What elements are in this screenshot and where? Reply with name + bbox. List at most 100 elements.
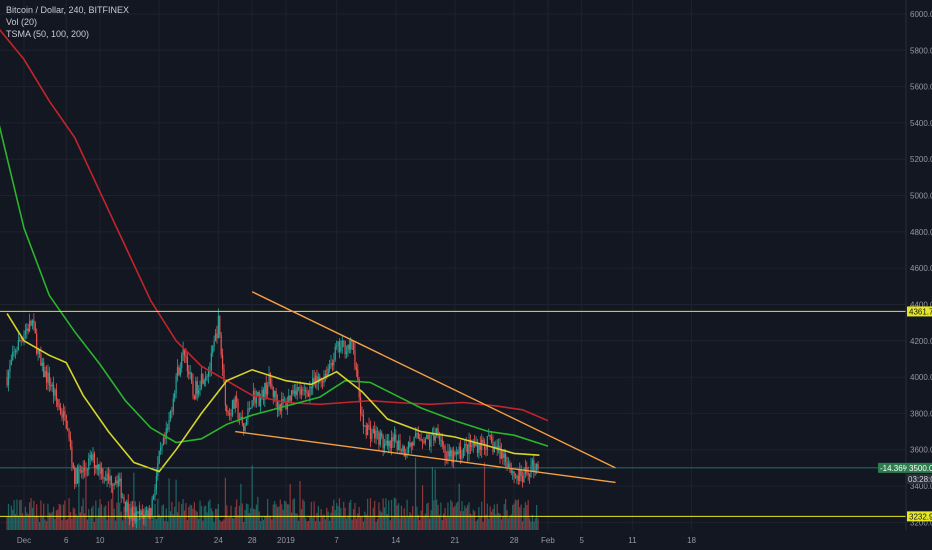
volume-bar (499, 513, 501, 530)
candle-body (247, 408, 249, 419)
candle-body (23, 334, 25, 341)
candle-body (458, 446, 460, 454)
volume-bar (321, 515, 324, 530)
time-axis[interactable]: Dec 6 10 17 24 28 2019 7 14 21 28 Feb 5 11 18 (17, 536, 697, 545)
candle-body (67, 428, 69, 430)
candle-body (210, 352, 212, 371)
price-tick-label: 3800.0 (910, 409, 932, 418)
volume-bar (98, 507, 100, 530)
candle-body (331, 362, 334, 366)
grid (0, 0, 906, 530)
time-tick-label: 7 (334, 536, 339, 545)
price-tick-label: 4400.0 (910, 300, 932, 309)
candle-body (507, 463, 510, 468)
volume-bar (461, 501, 463, 530)
volume-bar (330, 512, 332, 530)
volume-bar (409, 512, 411, 530)
volume-bar (85, 468, 87, 530)
candle-body (81, 470, 83, 473)
candle-body (98, 464, 100, 470)
candle-body (113, 483, 115, 486)
volume-bar (229, 517, 231, 530)
candle-body (233, 400, 235, 409)
volume-indicator-label[interactable]: Vol (20) (6, 17, 38, 27)
volume-bar (258, 511, 260, 530)
trendlines[interactable] (235, 291, 616, 484)
candle-body (275, 391, 277, 402)
candle-body (419, 438, 421, 439)
candle-body (75, 467, 77, 484)
candle-body (320, 380, 322, 382)
candle-body (83, 467, 86, 470)
candle-body (196, 381, 198, 395)
candle-body (409, 442, 411, 447)
last-change-tag: -14.36% (880, 464, 910, 473)
candle-body (309, 386, 311, 397)
price-axis[interactable]: 6000.0 5800.0 5600.0 5400.0 5200.0 5000.0 4800… (910, 10, 932, 527)
candle-body (482, 439, 484, 442)
candle-body (367, 425, 369, 436)
candle-body (24, 330, 27, 335)
volume-bar (107, 501, 110, 530)
volume-bar (392, 517, 394, 530)
candle-body (255, 395, 257, 404)
candle-body (381, 432, 383, 437)
volume-bar (357, 513, 359, 530)
candle-body (285, 401, 287, 410)
volume-bar (478, 507, 480, 530)
volume-bar (91, 507, 93, 530)
candle-body (251, 400, 253, 409)
candle-body (400, 450, 403, 452)
volume-bar (81, 506, 83, 530)
volume-bar (186, 519, 188, 530)
volume-bar (189, 504, 191, 530)
candle-body (474, 442, 476, 446)
volume-bar (261, 517, 263, 530)
tsma-indicator-label[interactable]: TSMA (50, 100, 200) (6, 29, 90, 39)
volume-bar (345, 518, 348, 530)
trendline-lower[interactable] (235, 430, 616, 484)
volume-bar (351, 519, 353, 530)
candle-body (354, 349, 356, 368)
candle-body (268, 373, 270, 387)
volume-bar (358, 507, 360, 530)
candle-body (137, 511, 139, 513)
volume-bar (257, 496, 259, 530)
candle-body (172, 398, 174, 412)
candle-body (64, 411, 66, 416)
candle-body (219, 315, 221, 335)
volume-bar (254, 509, 256, 530)
volume-bar (388, 500, 390, 530)
symbol-title[interactable]: Bitcoin / Dollar, 240, BITFINEX (6, 5, 130, 15)
volume-bar (78, 465, 80, 530)
candle-body (229, 412, 231, 415)
price-tags: 4361.7 3232.9 -14.36%3500.0 03:28:02 (0, 306, 932, 522)
horizontal-lines[interactable] (0, 310, 906, 517)
volume-bar (355, 518, 357, 530)
volume-bar (383, 507, 386, 530)
volume-bar (36, 504, 38, 530)
volume-bar (364, 511, 366, 530)
trendline-upper[interactable] (251, 291, 616, 469)
volume-bar (83, 513, 86, 530)
volume-bar (260, 521, 262, 530)
volume-bar (38, 521, 41, 530)
volume-bar (305, 518, 307, 530)
volume-bar (45, 521, 48, 530)
volume-bar (169, 511, 172, 530)
volume-bar (276, 507, 279, 530)
volume-bar (450, 499, 452, 530)
candle-body (333, 359, 335, 366)
volume-bar (243, 521, 245, 530)
volume-bar (205, 505, 207, 530)
last-price-tag-bg (907, 462, 932, 473)
volume-bar (79, 512, 81, 530)
candle-body (21, 339, 24, 341)
candle-body (464, 443, 466, 449)
volume-bar (536, 505, 538, 530)
volume-bar (406, 499, 408, 530)
candle-body (351, 340, 353, 343)
volume-bar (479, 515, 481, 530)
volume-bar (520, 504, 522, 530)
